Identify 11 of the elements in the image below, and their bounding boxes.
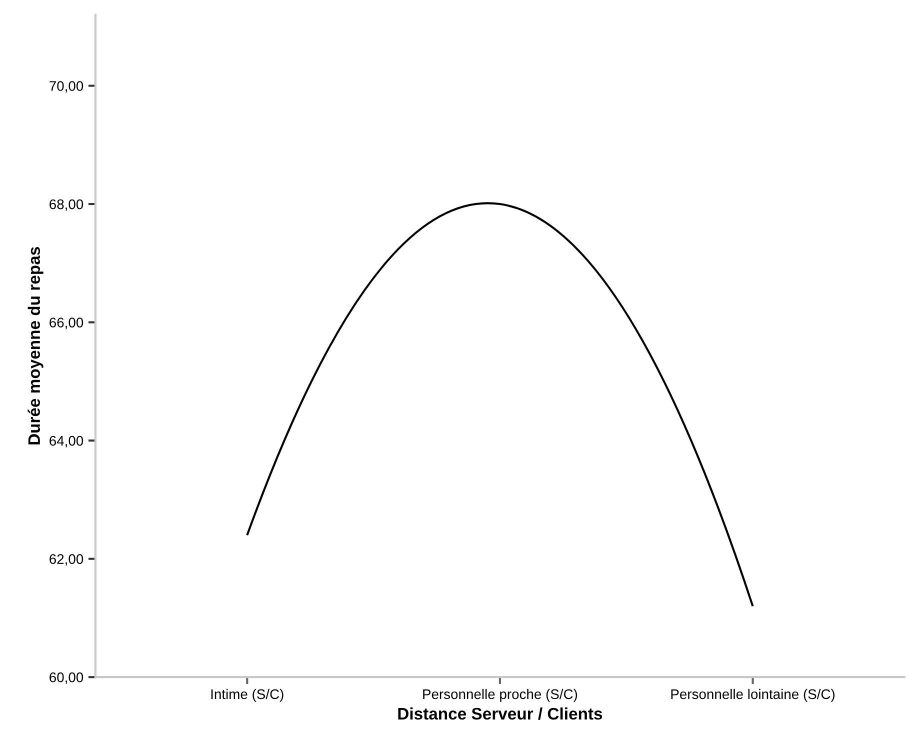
y-axis-title: Durée moyenne du repas xyxy=(28,247,44,444)
y-tick-label: 62,00 xyxy=(50,554,84,566)
y-tick-label: 68,00 xyxy=(50,199,84,211)
x-tick-label: Personnelle proche (S/C) xyxy=(423,688,578,702)
x-tick-label: Personnelle lointaine (S/C) xyxy=(671,688,835,702)
y-tick-label: 60,00 xyxy=(50,672,84,684)
y-tick-label: 64,00 xyxy=(50,436,84,448)
y-tick-label: 70,00 xyxy=(50,81,84,93)
x-axis-title: Distance Serveur / Clients xyxy=(398,707,602,720)
x-tick-label: Intime (S/C) xyxy=(211,688,284,702)
y-tick-label: 66,00 xyxy=(50,318,84,330)
